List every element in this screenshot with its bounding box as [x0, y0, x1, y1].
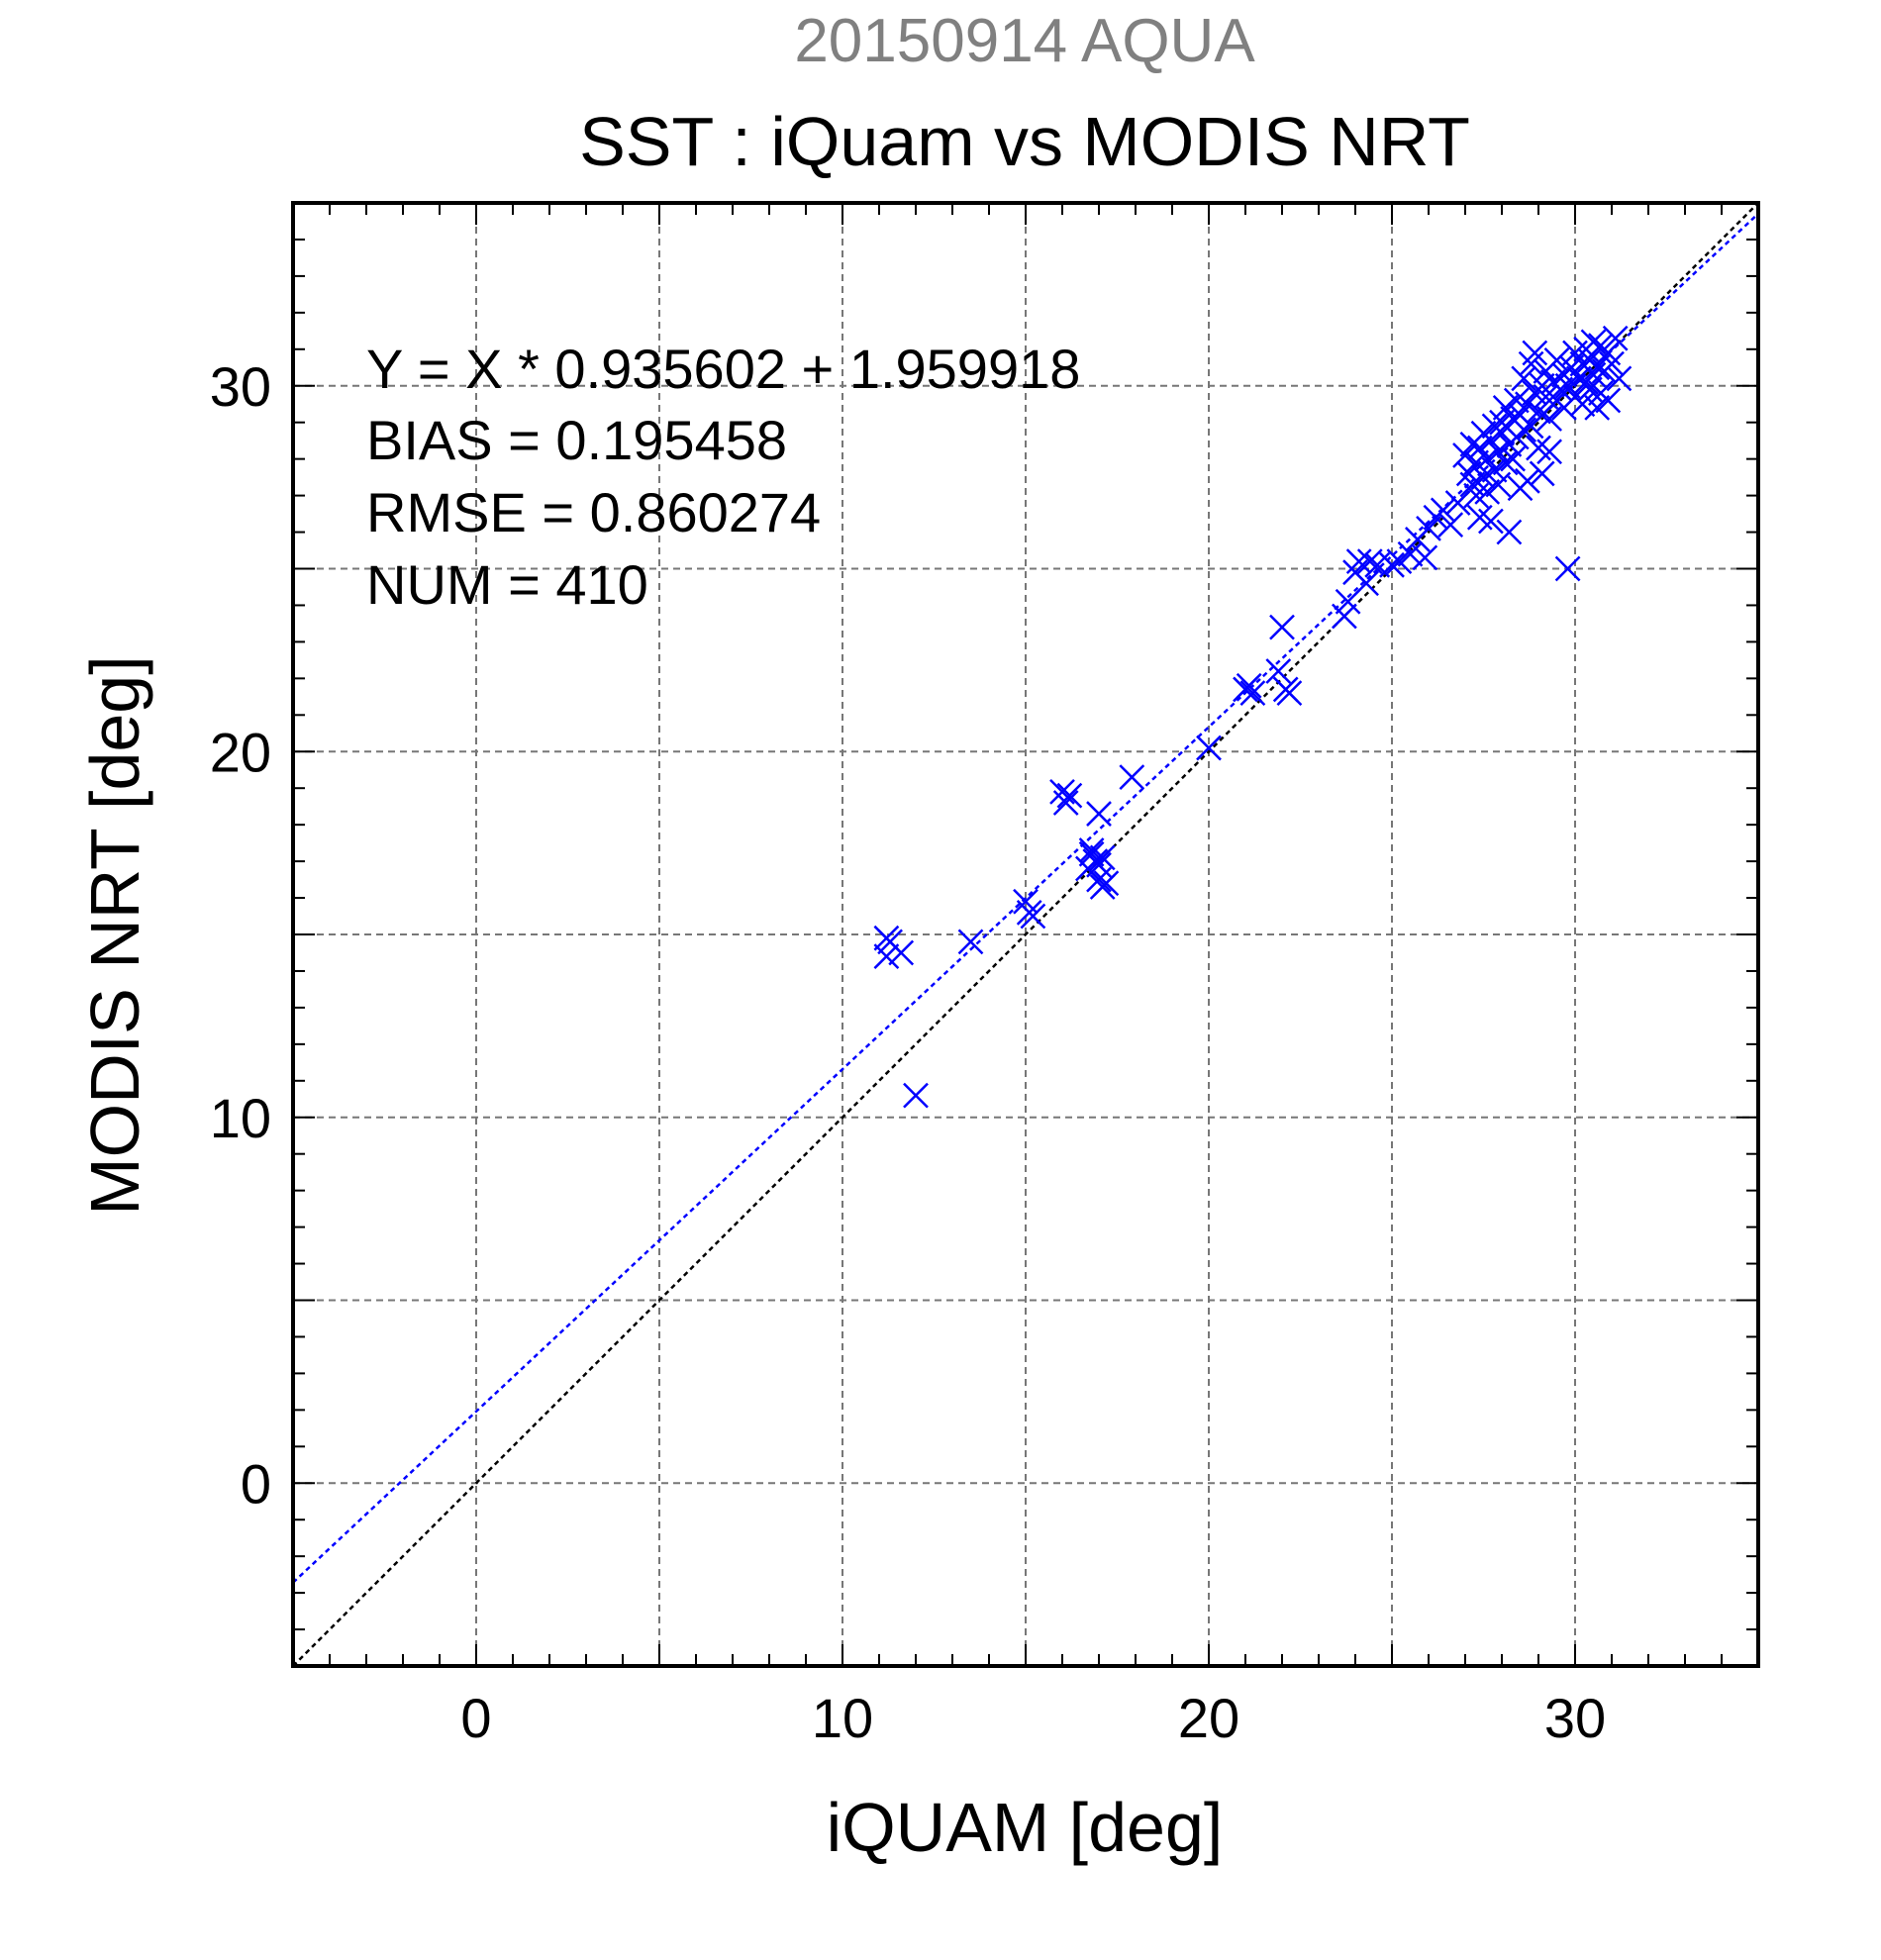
data-point — [1444, 490, 1471, 516]
x-tick-label: 10 — [812, 1687, 873, 1749]
data-point — [1089, 844, 1116, 871]
data-point — [1518, 413, 1544, 440]
y-tick-label: 10 — [210, 1087, 271, 1149]
data-point — [1492, 395, 1519, 421]
data-point — [1478, 508, 1504, 535]
stats-num: NUM = 410 — [366, 553, 648, 616]
data-point — [1412, 544, 1438, 571]
reference-lines — [293, 203, 1758, 1666]
data-point — [1580, 329, 1607, 355]
chart-subtitle: 20150914 AQUA — [794, 7, 1255, 75]
data-point — [1602, 325, 1629, 351]
data-point — [1474, 479, 1501, 505]
data-point — [1584, 354, 1611, 381]
stats-equation: Y = X * 0.935602 + 1.959918 — [366, 338, 1080, 400]
data-point — [1353, 570, 1379, 597]
data-point — [1356, 548, 1383, 574]
data-point — [1496, 519, 1523, 545]
x-tick-label: 30 — [1544, 1687, 1606, 1749]
stats-bias: BIAS = 0.195458 — [366, 409, 787, 471]
data-point — [1511, 365, 1537, 392]
data-point — [1437, 512, 1464, 539]
data-point — [888, 939, 915, 966]
y-tick-label: 0 — [241, 1452, 271, 1515]
data-point — [1416, 515, 1441, 541]
data-point — [1089, 874, 1116, 900]
data-point — [1269, 614, 1295, 640]
grid-lines — [293, 203, 1758, 1666]
data-points — [873, 325, 1633, 1109]
data-point — [1332, 603, 1357, 630]
data-point — [1485, 471, 1512, 498]
data-point — [957, 929, 984, 955]
data-point — [1236, 672, 1262, 699]
data-point — [1265, 658, 1292, 684]
data-point — [1599, 350, 1625, 377]
data-point — [1386, 548, 1413, 574]
data-point — [1543, 347, 1570, 373]
stats-rmse: RMSE = 0.860274 — [366, 481, 821, 543]
chart-title: SST : iQuam vs MODIS NRT — [579, 103, 1470, 180]
data-point — [1500, 445, 1526, 472]
data-point — [1239, 680, 1266, 707]
tick-labels: 0 10 20 30 0 10 20 30 — [210, 355, 1606, 1749]
y-tick-label: 20 — [210, 721, 271, 783]
stats-annotation: Y = X * 0.935602 + 1.959918 BIAS = 0.195… — [366, 338, 1080, 616]
data-point — [1554, 555, 1581, 582]
data-point — [873, 943, 900, 970]
plot-frame — [291, 201, 1760, 1668]
data-point — [1536, 406, 1562, 432]
regression-line — [293, 212, 1758, 1584]
data-point — [1430, 497, 1456, 524]
x-axis-label: iQUAM [deg] — [827, 1789, 1224, 1866]
data-point — [1595, 387, 1622, 414]
data-point — [1584, 395, 1611, 421]
y-tick-label: 30 — [210, 355, 271, 418]
x-tick-label: 20 — [1178, 1687, 1239, 1749]
data-point — [903, 1082, 929, 1109]
data-point — [1056, 782, 1083, 809]
data-point — [1536, 439, 1562, 465]
data-point — [1526, 398, 1551, 425]
data-point — [1379, 551, 1405, 578]
data-point — [1196, 735, 1222, 761]
data-point — [1397, 540, 1424, 567]
data-point — [1119, 764, 1145, 790]
data-point — [1086, 866, 1112, 893]
x-tick-label: 0 — [460, 1687, 491, 1749]
y-axis-label: MODIS NRT [deg] — [76, 655, 153, 1215]
data-point — [1511, 417, 1537, 442]
data-point — [1020, 903, 1046, 930]
data-point — [1078, 837, 1105, 863]
data-point — [1569, 391, 1596, 418]
data-point — [1606, 365, 1633, 392]
data-point — [1515, 467, 1540, 494]
data-point — [1086, 801, 1112, 827]
data-point — [1529, 460, 1555, 487]
data-point — [1522, 340, 1548, 366]
identity-line — [293, 203, 1758, 1666]
data-point — [1276, 680, 1303, 707]
data-point — [1052, 790, 1079, 816]
data-point — [1515, 391, 1540, 418]
